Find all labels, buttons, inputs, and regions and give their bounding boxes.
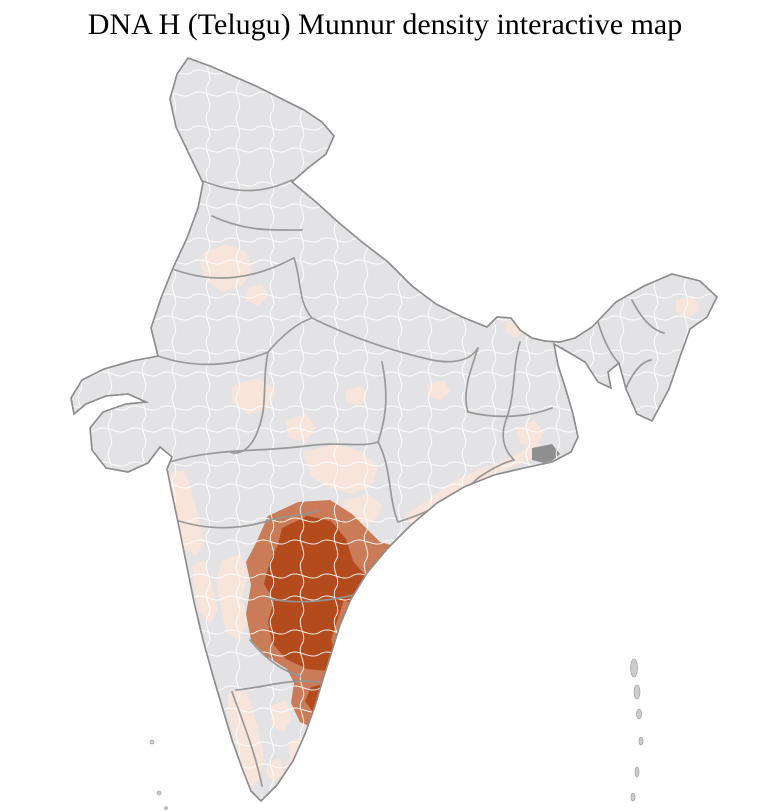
state-border-line xyxy=(169,257,295,279)
state-border-line xyxy=(199,179,293,192)
state-border-line xyxy=(235,680,319,691)
state-border-line xyxy=(293,257,313,319)
district-grid-overlay xyxy=(71,58,717,801)
state-border-line xyxy=(169,441,379,463)
island-lakshadweep[interactable] xyxy=(156,790,162,796)
state-border-line xyxy=(229,351,269,454)
state-border-line xyxy=(263,509,319,523)
state-border-line xyxy=(631,299,665,334)
india-coastline xyxy=(70,57,718,803)
state-border-line xyxy=(267,317,313,353)
state-borders xyxy=(157,179,665,787)
state-border-line xyxy=(597,321,619,363)
island-lakshadweep[interactable] xyxy=(149,739,155,745)
island-lakshadweep[interactable] xyxy=(164,806,168,810)
map-title: DNA H (Telugu) Munnur density interactiv… xyxy=(87,8,683,41)
state-border-line xyxy=(175,519,265,529)
state-border-line xyxy=(211,215,303,231)
state-border-line xyxy=(249,639,301,677)
andaman-nicobar-islands[interactable] xyxy=(630,658,644,802)
state-border-line xyxy=(231,691,263,787)
island-nicobar[interactable] xyxy=(638,736,644,746)
island-andaman[interactable] xyxy=(630,658,638,678)
island-andaman[interactable] xyxy=(633,684,641,700)
state-border-line xyxy=(157,351,269,366)
island-nicobar[interactable] xyxy=(634,766,640,778)
state-border-line xyxy=(625,359,652,389)
state-border-line xyxy=(311,317,479,363)
state-border-line xyxy=(397,459,515,523)
state-border-line xyxy=(502,341,521,461)
state-border-line xyxy=(377,441,399,523)
state-border-line xyxy=(377,361,387,443)
state-border-line xyxy=(465,347,479,413)
island-nicobar[interactable] xyxy=(630,792,636,802)
lakshadweep-islands[interactable] xyxy=(149,739,168,810)
island-andaman[interactable] xyxy=(636,708,642,720)
state-border-line xyxy=(467,407,553,418)
